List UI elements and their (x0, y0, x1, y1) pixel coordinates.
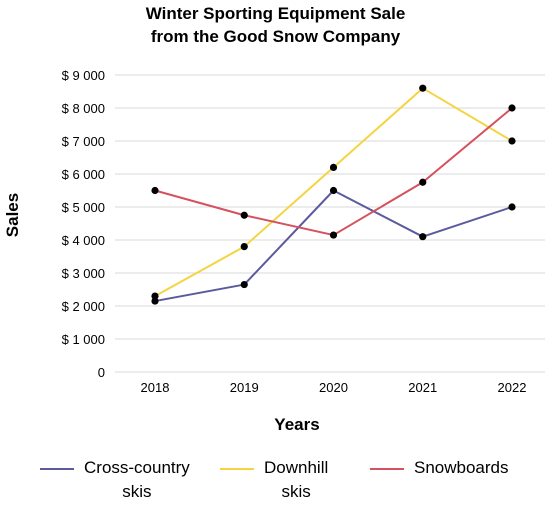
data-point (329, 186, 338, 195)
y-tick-label: $ 2 000 (62, 299, 105, 314)
y-tick-label: $ 1 000 (62, 332, 105, 347)
data-points (151, 84, 516, 305)
data-point (240, 211, 248, 219)
data-point (508, 137, 516, 145)
y-tick-label: $ 8 000 (62, 101, 105, 116)
data-point (240, 280, 248, 289)
legend-item: Downhill skis (220, 456, 328, 504)
y-tick-label: $ 5 000 (62, 200, 105, 215)
legend-swatch (40, 468, 74, 470)
y-tick-label: 0 (98, 365, 105, 380)
y-tick-label: $ 9 000 (62, 68, 105, 83)
data-point (151, 186, 159, 195)
data-point (329, 163, 338, 171)
y-tick-label: $ 6 000 (62, 167, 105, 182)
data-point (508, 104, 516, 112)
legend-label: Cross-country skis (84, 458, 190, 501)
y-tick-label: $ 4 000 (62, 233, 105, 248)
x-axis-title: Years (274, 415, 319, 434)
x-axis-tick-labels: 2018 2019 2020 2021 2022 (141, 380, 527, 395)
legend-item: Snowboards (370, 456, 509, 480)
chart-title-line-2: from the Good Snow Company (150, 27, 401, 46)
data-point (151, 297, 159, 305)
legend-item: Cross-country skis (40, 456, 190, 504)
x-tick-label: 2020 (319, 380, 348, 395)
x-tick-label: 2019 (230, 380, 259, 395)
legend-label: Snowboards (414, 458, 509, 477)
y-axis-title: Sales (3, 193, 22, 237)
data-point (329, 231, 338, 239)
x-tick-label: 2021 (408, 380, 437, 395)
data-point (419, 233, 427, 241)
data-point (151, 292, 159, 300)
y-axis-tick-labels: 0 $ 1 000 $ 2 000 $ 3 000 $ 4 000 $ 5 000 $ 6 … (62, 68, 105, 380)
legend: Cross-country skis Downhill skis Snowboard… (0, 456, 551, 516)
y-tick-label: $ 7 000 (62, 134, 105, 149)
data-point (419, 84, 427, 92)
chart-title: Winter Sporting Equipment Sale from the … (0, 2, 551, 48)
data-point (419, 178, 427, 186)
series-line (154, 107, 513, 237)
x-tick-label: 2022 (498, 380, 527, 395)
y-tick-label: $ 3 000 (62, 266, 105, 281)
legend-swatch (370, 468, 404, 470)
gridlines (115, 74, 545, 373)
chart-title-line-1: Winter Sporting Equipment Sale (145, 4, 406, 23)
x-tick-label: 2018 (141, 380, 170, 395)
legend-label: Downhill skis (264, 458, 329, 501)
data-point (508, 203, 516, 211)
series-lines (154, 87, 513, 303)
legend-swatch (220, 468, 254, 470)
data-point (240, 243, 248, 251)
